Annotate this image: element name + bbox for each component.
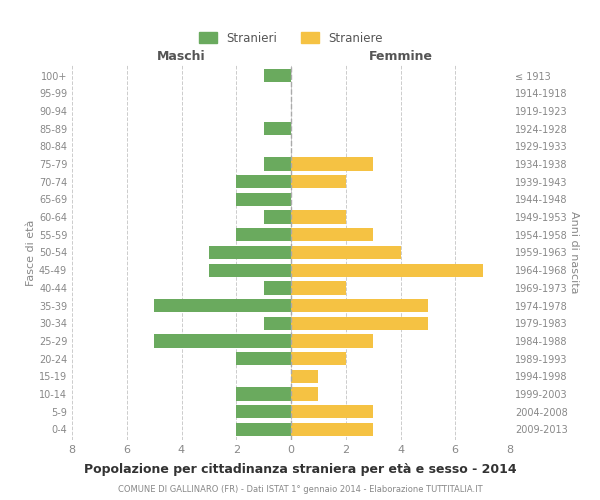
Bar (236, 405, 291, 418)
Bar (291, 175, 346, 188)
Bar (263, 122, 291, 136)
Y-axis label: Fasce di età: Fasce di età (26, 220, 36, 286)
Bar (291, 388, 319, 400)
Legend: Stranieri, Straniere: Stranieri, Straniere (193, 26, 389, 50)
Bar (236, 193, 291, 206)
Bar (263, 281, 291, 294)
Bar (236, 352, 291, 366)
Bar (291, 264, 482, 277)
Bar (154, 334, 291, 347)
Bar (291, 316, 428, 330)
Text: Maschi: Maschi (157, 50, 206, 63)
Bar (291, 405, 373, 418)
Bar (236, 388, 291, 400)
Text: Popolazione per cittadinanza straniera per età e sesso - 2014: Popolazione per cittadinanza straniera p… (83, 462, 517, 475)
Bar (291, 334, 373, 347)
Bar (291, 210, 346, 224)
Bar (209, 246, 291, 259)
Bar (291, 299, 428, 312)
Bar (291, 246, 401, 259)
Bar (236, 175, 291, 188)
Bar (291, 423, 373, 436)
Bar (291, 281, 346, 294)
Text: Femmine: Femmine (368, 50, 433, 63)
Bar (236, 423, 291, 436)
Bar (263, 158, 291, 170)
Text: COMUNE DI GALLINARO (FR) - Dati ISTAT 1° gennaio 2014 - Elaborazione TUTTITALIA.: COMUNE DI GALLINARO (FR) - Dati ISTAT 1°… (118, 486, 482, 494)
Bar (291, 158, 373, 170)
Bar (263, 316, 291, 330)
Bar (154, 299, 291, 312)
Bar (291, 352, 346, 366)
Bar (209, 264, 291, 277)
Bar (236, 228, 291, 241)
Bar (263, 210, 291, 224)
Bar (263, 69, 291, 82)
Bar (291, 228, 373, 241)
Bar (291, 370, 319, 383)
Y-axis label: Anni di nascita: Anni di nascita (569, 211, 579, 294)
